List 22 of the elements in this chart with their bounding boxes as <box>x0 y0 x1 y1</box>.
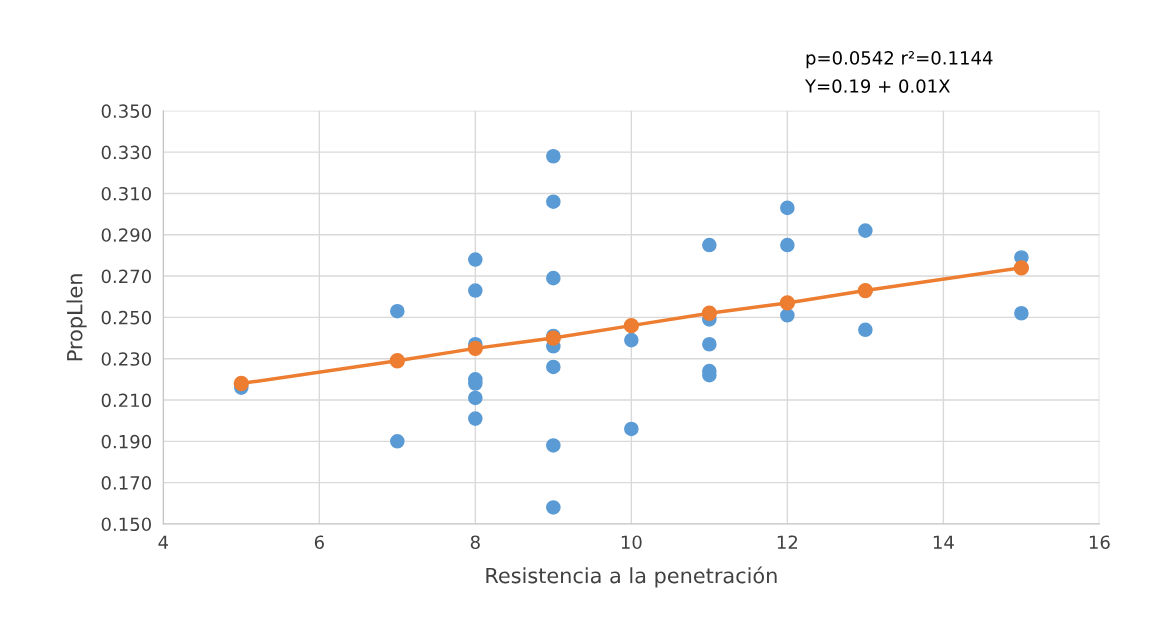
x-tick-label: 4 <box>158 535 169 549</box>
x-tick-label: 16 <box>1089 535 1110 550</box>
y-tick-label: 0.150 <box>101 517 151 532</box>
text: Y=0.19 + 0.01X <box>804 79 950 93</box>
x-tick-label: 14 <box>933 535 954 549</box>
x-axis-title: Resistencia a la penetración <box>486 566 777 588</box>
y-tick-label: 0.270 <box>101 269 151 284</box>
x-tick-label: 12 <box>777 535 798 549</box>
x-tick-label: 6 <box>314 535 324 550</box>
y-tick-label: 0.250 <box>101 310 151 325</box>
y-tick-label: 0.290 <box>101 228 151 242</box>
y-axis-title: PropLlen <box>66 274 87 361</box>
x-tick-label: 8 <box>470 535 480 550</box>
x-tick-label: 10 <box>621 535 642 550</box>
y-tick-label: 0.230 <box>101 352 151 366</box>
y-tick-label: 0.210 <box>101 393 151 408</box>
text: p=0.0542 r²=0.1144 <box>806 51 993 69</box>
y-tick-label: 0.310 <box>101 186 151 201</box>
y-tick-label: 0.330 <box>101 145 151 160</box>
y-tick-label: 0.170 <box>101 476 151 490</box>
y-tick-label: 0.190 <box>101 434 151 449</box>
y-tick-label: 0.350 <box>101 104 151 118</box>
